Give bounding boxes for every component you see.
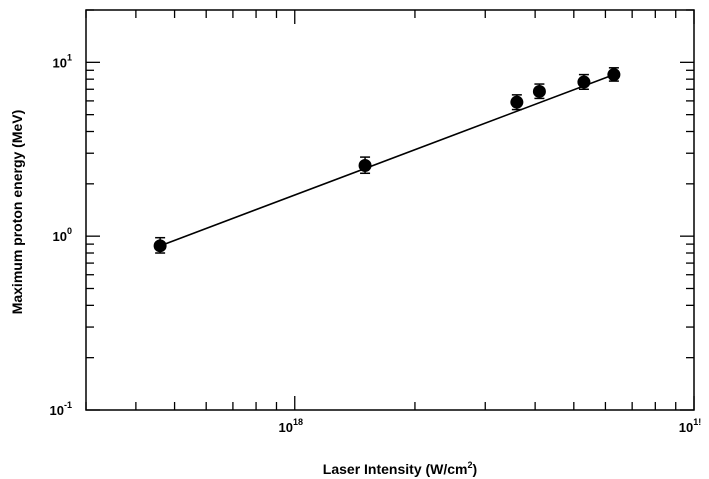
y-tick-label: 101 [53,52,72,70]
y-axis-label: Maximum proton energy (MeV) [9,110,25,315]
y-tick-label: 100 [53,226,72,244]
data-point [358,158,372,172]
tick-labels: 1018 101! 101 100 10-1 [50,52,702,435]
fit-line-group [159,73,615,247]
x-tick-label: 101! [679,417,701,435]
x-axis-label: Laser Intensity (W/cm2) [323,460,477,477]
plot-frame [85,9,695,411]
data-point [510,95,524,109]
data-point [577,75,591,89]
data-point [153,239,167,253]
data-point [607,68,621,82]
y-tick-label: 10-1 [50,400,72,418]
x-tick-label: 1018 [279,417,303,435]
data-point [532,84,546,98]
fit-line [159,73,615,247]
axis-ticks [85,9,695,411]
data-points [153,67,621,254]
